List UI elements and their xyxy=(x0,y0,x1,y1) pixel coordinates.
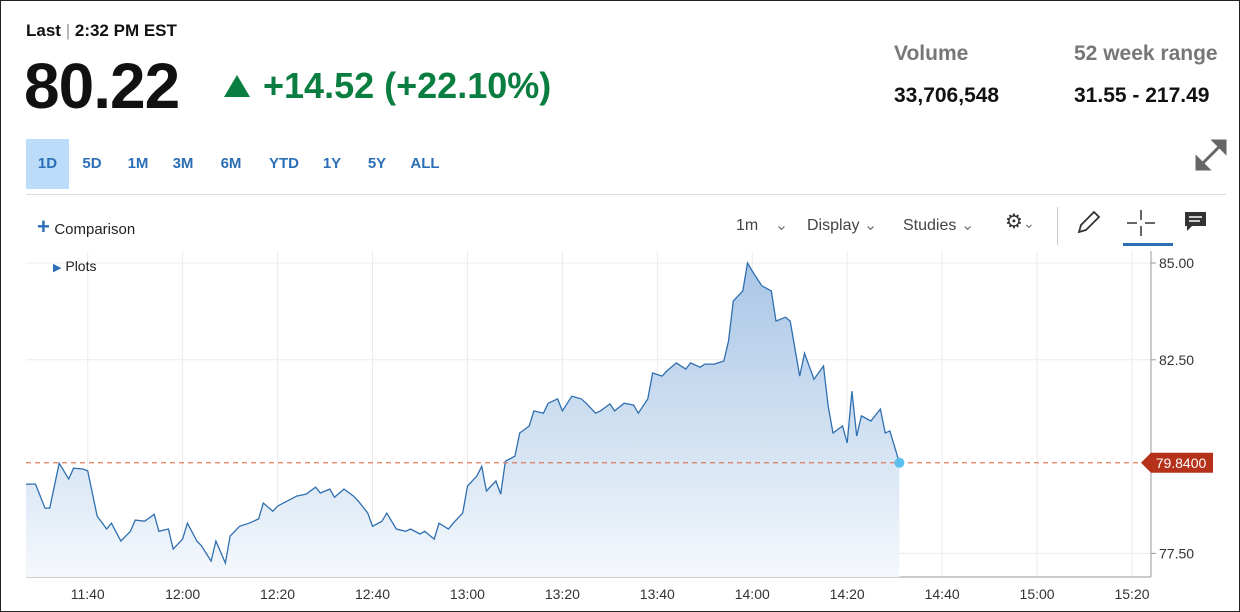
range-button[interactable]: 1D xyxy=(26,139,69,189)
x-tick-label: 14:40 xyxy=(925,586,960,602)
range-button[interactable]: ALL xyxy=(410,155,440,172)
range-button[interactable]: 6M xyxy=(220,155,242,172)
last-point xyxy=(894,457,905,468)
studies-label: Studies xyxy=(903,217,957,234)
active-tool xyxy=(1123,243,1173,246)
last-price-label: 79.8400 xyxy=(1156,455,1207,471)
x-tick-label: 12:00 xyxy=(165,586,200,602)
stat-value: 33,706,548 xyxy=(894,84,1000,107)
draw-icon[interactable] xyxy=(1075,208,1103,236)
x-tick-label: 15:20 xyxy=(1114,586,1149,602)
stat-value: 31.55 - 217.49 xyxy=(1074,84,1210,107)
settings-button[interactable]: ⚙⌄ xyxy=(1005,211,1035,233)
x-tick-label: 12:20 xyxy=(260,586,295,602)
separator xyxy=(26,194,1226,195)
area-fill xyxy=(26,263,900,577)
range-button[interactable]: YTD xyxy=(269,155,299,172)
range-button[interactable]: 5Y xyxy=(367,155,387,172)
change: +14.52 (+22.10%) xyxy=(263,65,551,107)
change-pct: (+22.10%) xyxy=(384,65,552,106)
range-button[interactable]: 1M xyxy=(127,155,149,172)
x-tick-label: 13:00 xyxy=(450,586,485,602)
stat-label: Volume xyxy=(894,42,969,65)
price-line xyxy=(26,261,901,566)
crosshair-icon[interactable] xyxy=(1125,208,1157,240)
x-tick-label: 11:40 xyxy=(71,586,105,602)
x-tick-label: 14:20 xyxy=(830,586,865,602)
price: 80.22 xyxy=(24,50,180,122)
studies-button[interactable]: Studies ⌄ xyxy=(903,217,975,234)
change-abs: +14.52 xyxy=(263,65,375,106)
up-arrow xyxy=(224,75,250,97)
comment-icon[interactable] xyxy=(1183,210,1209,234)
y-tick-label: 82.50 xyxy=(1159,352,1194,368)
display-button[interactable]: Display ⌄ xyxy=(807,217,878,234)
x-tick-label: 15:00 xyxy=(1020,586,1055,602)
plots-toggle[interactable]: ▶ Plots xyxy=(53,258,97,274)
divider xyxy=(1057,207,1058,245)
stat-label: 52 week range xyxy=(1074,42,1218,65)
expand-icon[interactable] xyxy=(1194,138,1228,172)
plots-label: Plots xyxy=(65,258,97,274)
last-label: Last xyxy=(26,21,61,40)
range-button[interactable]: 1Y xyxy=(322,155,342,172)
y-tick-label: 85.00 xyxy=(1159,255,1194,271)
interval-label: 1m xyxy=(736,217,759,234)
y-tick-label: 77.50 xyxy=(1159,545,1194,561)
range-button[interactable]: 5D xyxy=(82,155,102,172)
x-tick-label: 13:40 xyxy=(640,586,675,602)
interval-button[interactable]: 1m ⌄ xyxy=(736,217,789,234)
last-price-tag xyxy=(1141,452,1213,473)
x-tick-label: 14:00 xyxy=(735,586,770,602)
range-button[interactable]: 3M xyxy=(172,155,194,172)
comparison-label: Comparison xyxy=(54,221,136,238)
last-time: Last | 2:32 PM EST xyxy=(26,21,177,40)
display-label: Display xyxy=(807,217,860,234)
comparison-button[interactable]: + Comparison xyxy=(37,214,136,239)
x-tick-label: 12:40 xyxy=(355,586,390,602)
x-tick-label: 13:20 xyxy=(545,586,580,602)
time: 2:32 PM EST xyxy=(74,21,177,40)
